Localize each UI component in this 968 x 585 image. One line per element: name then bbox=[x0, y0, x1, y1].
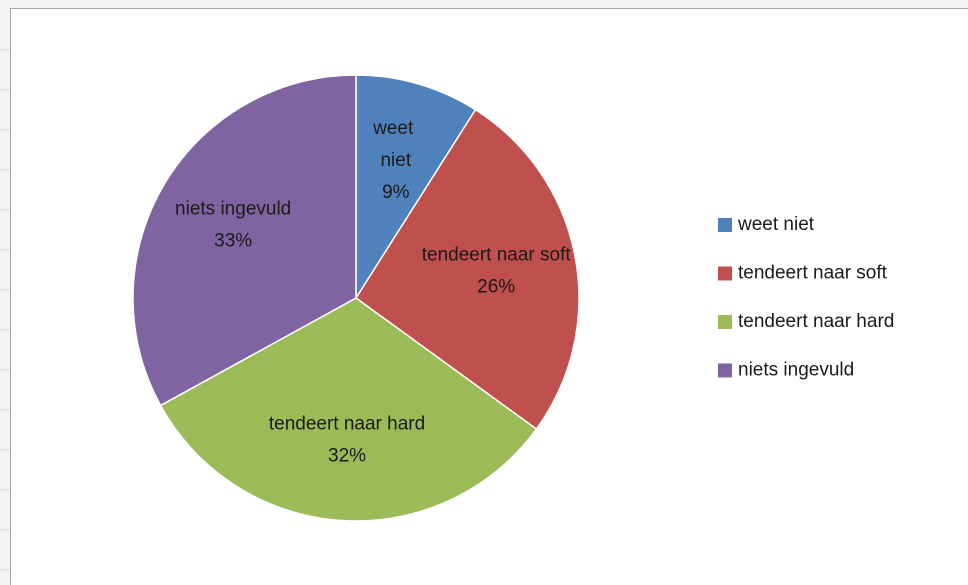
slice-label-name: tendeert naar hard bbox=[269, 413, 425, 434]
slice-label-value: 9% bbox=[382, 182, 410, 203]
legend-swatch bbox=[718, 363, 732, 378]
slice-label-value: 33% bbox=[214, 230, 252, 251]
legend-label: tendeert naar soft bbox=[738, 263, 888, 284]
pie-slice bbox=[159, 297, 538, 522]
pie-slice bbox=[132, 74, 357, 407]
legend-swatch bbox=[718, 218, 732, 232]
slice-label-name: tendeert naar soft bbox=[422, 244, 572, 265]
legend-label: niets ingevuld bbox=[738, 360, 854, 381]
legend-swatch bbox=[718, 266, 732, 281]
slice-label-name: niets ingevuld bbox=[175, 198, 291, 219]
sheet-grid bbox=[0, 49, 10, 571]
legend-label: tendeert naar hard bbox=[738, 311, 894, 332]
slice-label-value: 26% bbox=[477, 276, 515, 297]
slice-label-name: weet niet bbox=[372, 118, 418, 171]
pie-slice bbox=[355, 74, 477, 301]
slice-label-value: 32% bbox=[328, 445, 366, 466]
legend-swatch bbox=[718, 315, 732, 329]
pie-slice bbox=[354, 108, 580, 431]
legend-label: weet niet bbox=[737, 214, 815, 235]
